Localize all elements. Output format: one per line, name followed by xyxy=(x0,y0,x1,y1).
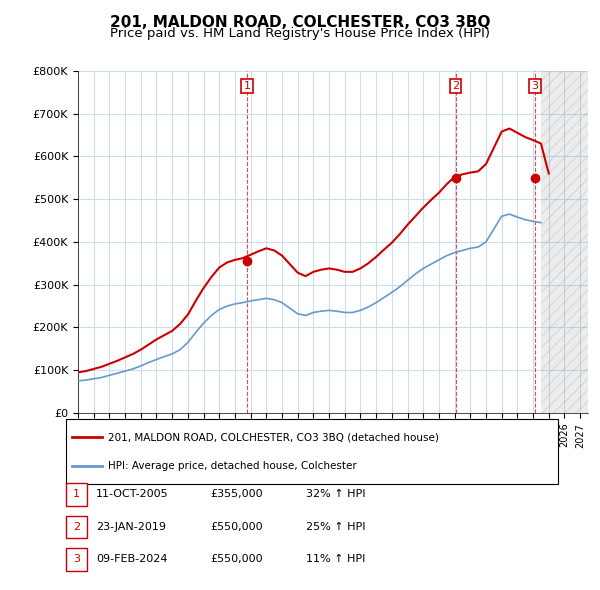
Text: 3: 3 xyxy=(532,81,538,91)
Text: £550,000: £550,000 xyxy=(210,555,263,564)
Text: £355,000: £355,000 xyxy=(210,490,263,499)
Text: 11% ↑ HPI: 11% ↑ HPI xyxy=(306,555,365,564)
Text: 2: 2 xyxy=(73,522,80,532)
Text: 201, MALDON ROAD, COLCHESTER, CO3 3BQ (detached house): 201, MALDON ROAD, COLCHESTER, CO3 3BQ (d… xyxy=(108,432,439,442)
Text: 25% ↑ HPI: 25% ↑ HPI xyxy=(306,522,365,532)
Text: 3: 3 xyxy=(73,555,80,564)
Bar xyxy=(541,71,588,413)
Text: 32% ↑ HPI: 32% ↑ HPI xyxy=(306,490,365,499)
Text: HPI: Average price, detached house, Colchester: HPI: Average price, detached house, Colc… xyxy=(108,461,357,471)
Text: 2: 2 xyxy=(452,81,459,91)
Text: 09-FEB-2024: 09-FEB-2024 xyxy=(96,555,167,564)
Text: 11-OCT-2005: 11-OCT-2005 xyxy=(96,490,169,499)
Text: 1: 1 xyxy=(73,490,80,499)
Text: £550,000: £550,000 xyxy=(210,522,263,532)
Text: Price paid vs. HM Land Registry's House Price Index (HPI): Price paid vs. HM Land Registry's House … xyxy=(110,27,490,40)
Text: 201, MALDON ROAD, COLCHESTER, CO3 3BQ: 201, MALDON ROAD, COLCHESTER, CO3 3BQ xyxy=(110,15,490,30)
Text: 1: 1 xyxy=(244,81,251,91)
Text: 23-JAN-2019: 23-JAN-2019 xyxy=(96,522,166,532)
